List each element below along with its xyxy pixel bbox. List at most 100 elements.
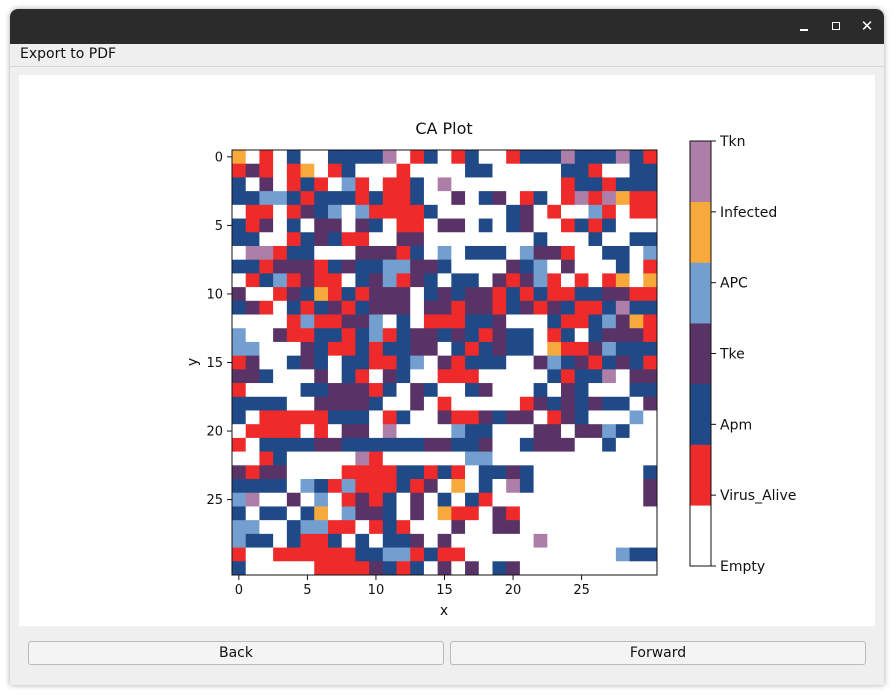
heatmap-cell [519,369,534,384]
heatmap-cell [574,245,589,261]
heatmap-cell [478,451,493,466]
heatmap-cell [588,369,603,384]
heatmap-cell [519,410,534,425]
heatmap-cell [465,547,480,562]
heatmap-cell [355,383,370,398]
heatmap-cell [245,355,260,370]
heatmap-cell [506,218,521,233]
heatmap-cell [602,245,617,261]
heatmap-cell [478,492,493,507]
heatmap-cell [451,191,466,206]
heatmap-cell [327,341,343,356]
heatmap-cell [341,300,356,315]
forward-button[interactable]: Forward [450,641,866,665]
heatmap-cell [629,328,644,343]
heatmap-cell [273,259,288,274]
heatmap-cell [382,273,397,288]
heatmap-cell [602,383,617,398]
heatmap-cell [465,506,480,521]
heatmap-cell [643,547,658,562]
heatmap-cell [259,232,274,247]
heatmap-cell [451,383,466,398]
heatmap-cell [465,163,480,178]
heatmap-cell [561,533,576,548]
heatmap-cell [259,218,274,233]
heatmap-cell [588,492,603,507]
heatmap-cell [533,437,548,452]
heatmap-cell [615,437,630,452]
heatmap-cell [643,424,658,439]
heatmap-cell [300,287,315,302]
heatmap-cells [232,150,658,576]
heatmap-cell [286,245,301,261]
heatmap-cell [369,300,384,315]
heatmap-cell [396,424,411,439]
heatmap-cell [396,396,411,411]
heatmap-cell [327,437,343,452]
heatmap-cell [506,150,521,165]
heatmap-cell [506,451,521,466]
heatmap-cell [300,479,315,494]
heatmap-cell [286,520,301,535]
heatmap-cell [232,232,247,247]
heatmap-cell [327,218,343,233]
heatmap-cell [615,341,630,356]
heatmap-cell [574,232,589,247]
heatmap-cell [588,300,603,315]
heatmap-cell [410,465,425,480]
heatmap-cell [547,437,562,452]
x-tick-label: 20 [505,583,522,598]
heatmap-cell [533,245,548,261]
heatmap-cell [437,328,452,343]
heatmap-cell [437,259,452,274]
heatmap-cell [369,314,384,329]
heatmap-cell [492,520,507,535]
back-button[interactable]: Back [28,641,444,665]
heatmap-cell [451,245,466,261]
colorbar: Empty Virus_Alive Apm Tke APC Infected Tkn [689,134,796,575]
heatmap-cell [602,396,617,411]
menu-export-pdf[interactable]: Export to PDF [20,46,117,62]
heatmap-cell [273,232,288,247]
heatmap-cell [314,561,329,576]
heatmap-cell [629,506,644,521]
minimize-button[interactable] [796,18,812,34]
heatmap-cell [382,465,397,480]
heatmap-cell [478,177,493,192]
heatmap-cell [492,177,507,192]
heatmap-cell [410,314,425,329]
heatmap-cell [423,479,438,494]
heatmap-cell [369,451,384,466]
heatmap-cell [574,341,589,356]
heatmap-cell [382,561,397,576]
heatmap-cell [602,177,617,192]
heatmap-cell [561,437,576,452]
heatmap-cell [574,506,589,521]
heatmap-cell [327,245,343,261]
heatmap-cell [451,437,466,452]
heatmap-cell [506,383,521,398]
heatmap-cell [519,506,534,521]
close-button[interactable]: ✕ [859,18,875,34]
heatmap-cell [492,437,507,452]
heatmap-cell [327,533,343,548]
heatmap-cell [602,547,617,562]
heatmap-cell [382,245,397,261]
heatmap-cell [232,479,247,494]
heatmap-cell [341,259,356,274]
heatmap-cell [232,328,247,343]
heatmap-cell [259,259,274,274]
heatmap-cell [478,369,493,384]
heatmap-cell [245,245,260,261]
heatmap-cell [478,410,493,425]
maximize-button[interactable] [828,18,844,34]
heatmap-cell [423,369,438,384]
heatmap-cell [602,520,617,535]
heatmap-cell [410,177,425,192]
heatmap-cell [643,163,658,178]
heatmap-cell [327,314,343,329]
heatmap-cell [547,163,562,178]
heatmap-cell [629,191,644,206]
heatmap-cell [259,314,274,329]
heatmap-cell [355,232,370,247]
